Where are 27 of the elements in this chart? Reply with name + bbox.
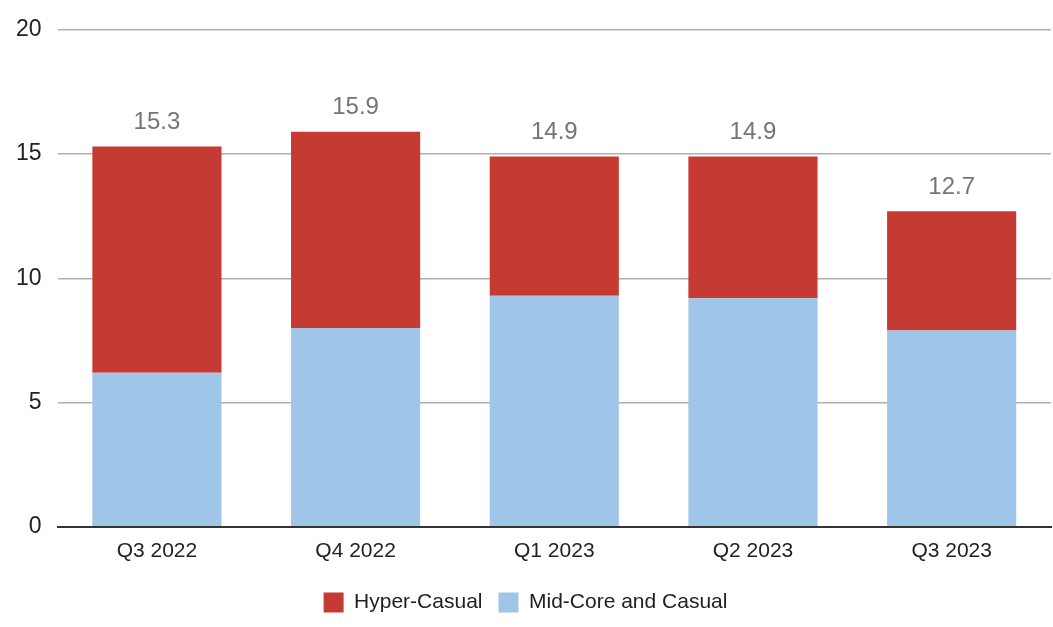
bar <box>92 372 222 527</box>
x-tick-label: Q4 2022 <box>315 538 396 562</box>
legend-label: Hyper-Casual <box>354 589 483 613</box>
bar <box>688 156 818 299</box>
y-tick-label: 10 <box>15 263 42 290</box>
total-label: 14.9 <box>729 117 777 145</box>
y-tick-label: 0 <box>28 512 42 539</box>
x-tick-label: Q3 2023 <box>911 538 992 562</box>
total-label: 15.3 <box>133 107 181 135</box>
bar <box>92 146 222 373</box>
bar <box>887 211 1017 331</box>
legend-label: Mid-Core and Casual <box>528 589 728 613</box>
total-label: 12.7 <box>928 171 976 199</box>
y-tick-label: 5 <box>28 387 42 414</box>
total-label: 14.9 <box>530 117 578 145</box>
bar <box>887 330 1017 527</box>
bar <box>489 295 619 527</box>
bar <box>489 156 619 296</box>
x-tick-label: Q3 2022 <box>116 538 198 562</box>
bar <box>291 131 421 328</box>
bar <box>291 328 421 527</box>
bar <box>688 298 818 527</box>
y-tick-label: 15 <box>15 139 42 166</box>
total-label: 15.9 <box>332 92 379 120</box>
y-tick-label: 20 <box>15 15 42 42</box>
x-tick-label: Q1 2023 <box>514 538 595 562</box>
x-tick-label: Q2 2023 <box>712 538 794 562</box>
